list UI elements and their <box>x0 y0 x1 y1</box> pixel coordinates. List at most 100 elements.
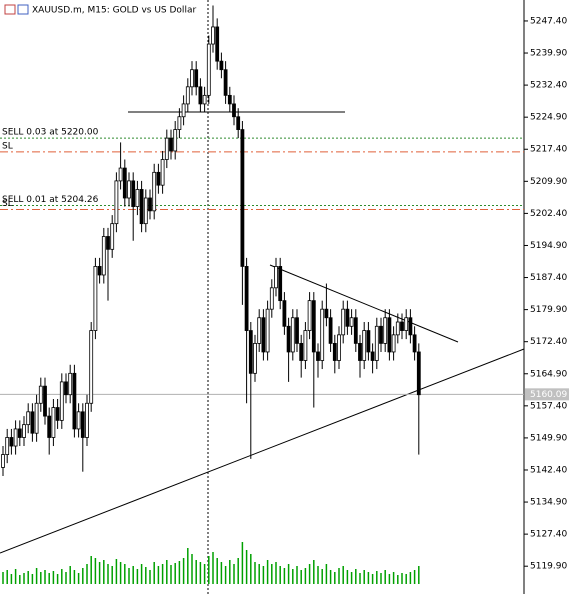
candle-body <box>85 402 89 438</box>
y-tick-label: 5202.40 <box>530 209 567 219</box>
candle-body <box>118 167 123 182</box>
candle-body <box>290 317 295 353</box>
candle-body <box>164 137 169 160</box>
trade-level-label: SELL 0.03 at 5220.00 <box>2 128 99 138</box>
candle-body <box>110 223 115 250</box>
candle-body <box>211 26 215 45</box>
symbol-icon <box>4 4 16 15</box>
candle-body <box>316 351 320 361</box>
candle-body <box>152 171 157 212</box>
candle-body <box>97 266 102 276</box>
y-tick-label: 5209.90 <box>530 177 567 187</box>
trendline <box>269 264 459 343</box>
candle-body <box>366 330 371 353</box>
candle-body <box>47 415 52 438</box>
candle-body <box>139 189 144 225</box>
candle-body <box>72 372 77 430</box>
candle-body <box>26 411 31 426</box>
candle-body <box>177 116 182 130</box>
candle-body <box>160 159 165 186</box>
candle-body <box>362 330 367 361</box>
candle-body <box>236 116 241 130</box>
candle-body <box>253 342 257 374</box>
candle-body <box>122 167 127 199</box>
candle-body <box>244 266 249 331</box>
candle-body <box>68 372 73 396</box>
candle-body <box>416 351 421 396</box>
candle-body <box>30 411 35 434</box>
candle-body <box>400 321 404 331</box>
candle-body <box>135 189 140 207</box>
candle-body <box>206 43 211 96</box>
candle-body <box>143 197 148 225</box>
candle-body <box>101 236 106 276</box>
candle-body <box>215 26 220 62</box>
candle-body <box>307 300 312 331</box>
candle-body <box>391 334 396 353</box>
candle-body <box>93 266 98 331</box>
candle-body <box>185 86 190 105</box>
candle-body <box>257 317 262 344</box>
candle-body <box>202 94 207 105</box>
candle-body <box>303 330 308 361</box>
candle-body <box>265 308 270 353</box>
y-tick-label: 5179.90 <box>530 305 567 315</box>
candle-body <box>9 437 14 447</box>
candle-body <box>328 317 333 344</box>
trade-level-label: SL <box>2 141 13 151</box>
candle-body <box>353 317 358 344</box>
candle-body <box>181 103 186 118</box>
candle-body <box>311 300 316 353</box>
candle-body <box>337 334 341 361</box>
candle-body <box>248 330 253 374</box>
y-tick-label: 5172.40 <box>530 337 567 347</box>
candle-body <box>127 180 131 199</box>
candle-body <box>198 86 203 105</box>
candle-body <box>383 317 388 344</box>
candle-body <box>379 325 383 344</box>
candle-body <box>320 308 325 361</box>
candle-body <box>299 342 304 361</box>
chart-title: XAUUSD.m, M15: GOLD vs US Dollar <box>32 6 196 16</box>
candle-body <box>148 197 152 212</box>
candle-body <box>76 411 81 430</box>
candle-body <box>332 342 337 361</box>
candle-body <box>17 428 22 438</box>
candle-body <box>89 330 94 404</box>
candle-body <box>345 308 350 327</box>
candle-body <box>13 428 18 447</box>
current-price-box <box>525 388 569 401</box>
candle-body <box>34 402 39 434</box>
y-tick-label: 5187.40 <box>530 273 567 283</box>
candle-body <box>295 317 299 344</box>
y-tick-label: 5194.90 <box>530 241 567 251</box>
y-tick-label: 5239.90 <box>530 49 567 59</box>
y-tick-label: 5157.40 <box>530 401 567 411</box>
candle-body <box>282 300 287 327</box>
candle-body <box>1 454 5 468</box>
marks: 5247.40 5239.90 5232.40 5224.90 5217.40 5209.… <box>0 5 569 584</box>
candle-body <box>223 69 228 96</box>
trade-level-label: SL <box>2 199 13 209</box>
candle-body <box>269 287 274 310</box>
candle-body <box>286 325 291 353</box>
symbol-icon <box>17 4 29 15</box>
y-tick-label: 5149.90 <box>530 433 567 443</box>
y-tick-label: 5224.90 <box>530 113 567 123</box>
candle-body <box>43 385 47 417</box>
candle-body <box>374 325 379 361</box>
candle-body <box>395 321 400 336</box>
candle-body <box>232 103 236 118</box>
candle-body <box>5 437 10 455</box>
candle-body <box>38 385 43 404</box>
candle-body <box>55 407 60 421</box>
candle-body <box>240 129 245 267</box>
y-tick-label: 5217.40 <box>530 145 567 155</box>
y-tick-label: 5164.90 <box>530 369 567 379</box>
candle-body <box>278 266 283 302</box>
candle-body <box>341 308 346 336</box>
candle-body <box>408 317 413 336</box>
current-price-label: 5160.09 <box>530 390 567 400</box>
candle-body <box>358 342 362 361</box>
